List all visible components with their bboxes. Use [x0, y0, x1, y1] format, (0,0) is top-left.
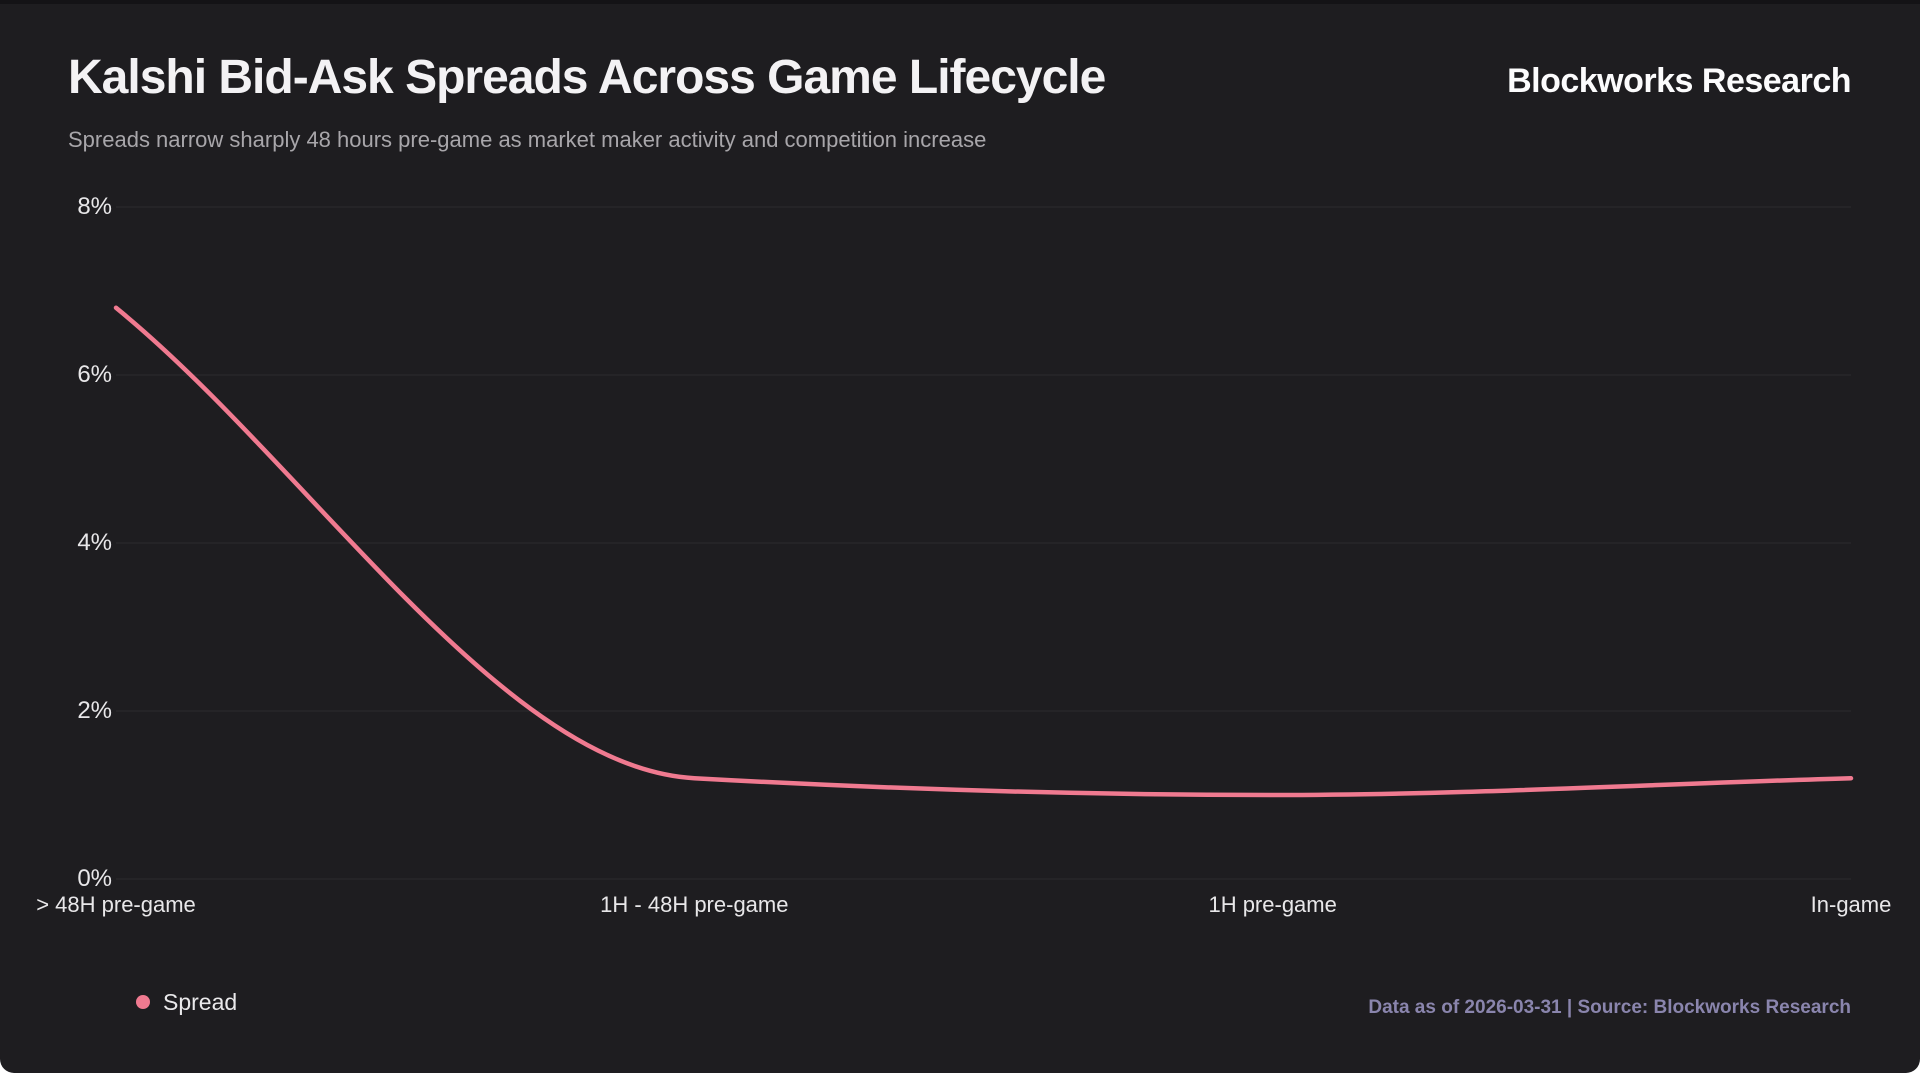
- x-axis-tick-label: In-game: [1810, 892, 1892, 917]
- y-axis-tick-label: 0%: [77, 865, 112, 892]
- x-axis-tick-label: 1H pre-game: [1208, 892, 1337, 917]
- x-axis-tick-label: > 48H pre-game: [36, 892, 196, 917]
- y-axis-tick-label: 6%: [77, 361, 112, 388]
- x-axis-tick-label: 1H - 48H pre-game: [600, 892, 789, 917]
- y-axis-tick-label: 2%: [77, 697, 112, 724]
- brand-logo: Blockworks Research: [1507, 62, 1851, 100]
- y-axis-tick-label: 4%: [77, 529, 112, 556]
- chart-title: Kalshi Bid-Ask Spreads Across Game Lifec…: [68, 51, 1106, 104]
- chart-subtitle: Spreads narrow sharply 48 hours pre-game…: [68, 127, 987, 152]
- legend: Spread: [136, 988, 237, 1016]
- y-axis-tick-label: 8%: [77, 193, 112, 220]
- source-note: Data as of 2026-03-31 | Source: Blockwor…: [1368, 997, 1851, 1018]
- top-edge-strip: [0, 0, 1920, 4]
- legend-label-spread: Spread: [163, 988, 238, 1015]
- spread-line: [113, 305, 1854, 798]
- legend-marker-spread: [136, 995, 150, 1009]
